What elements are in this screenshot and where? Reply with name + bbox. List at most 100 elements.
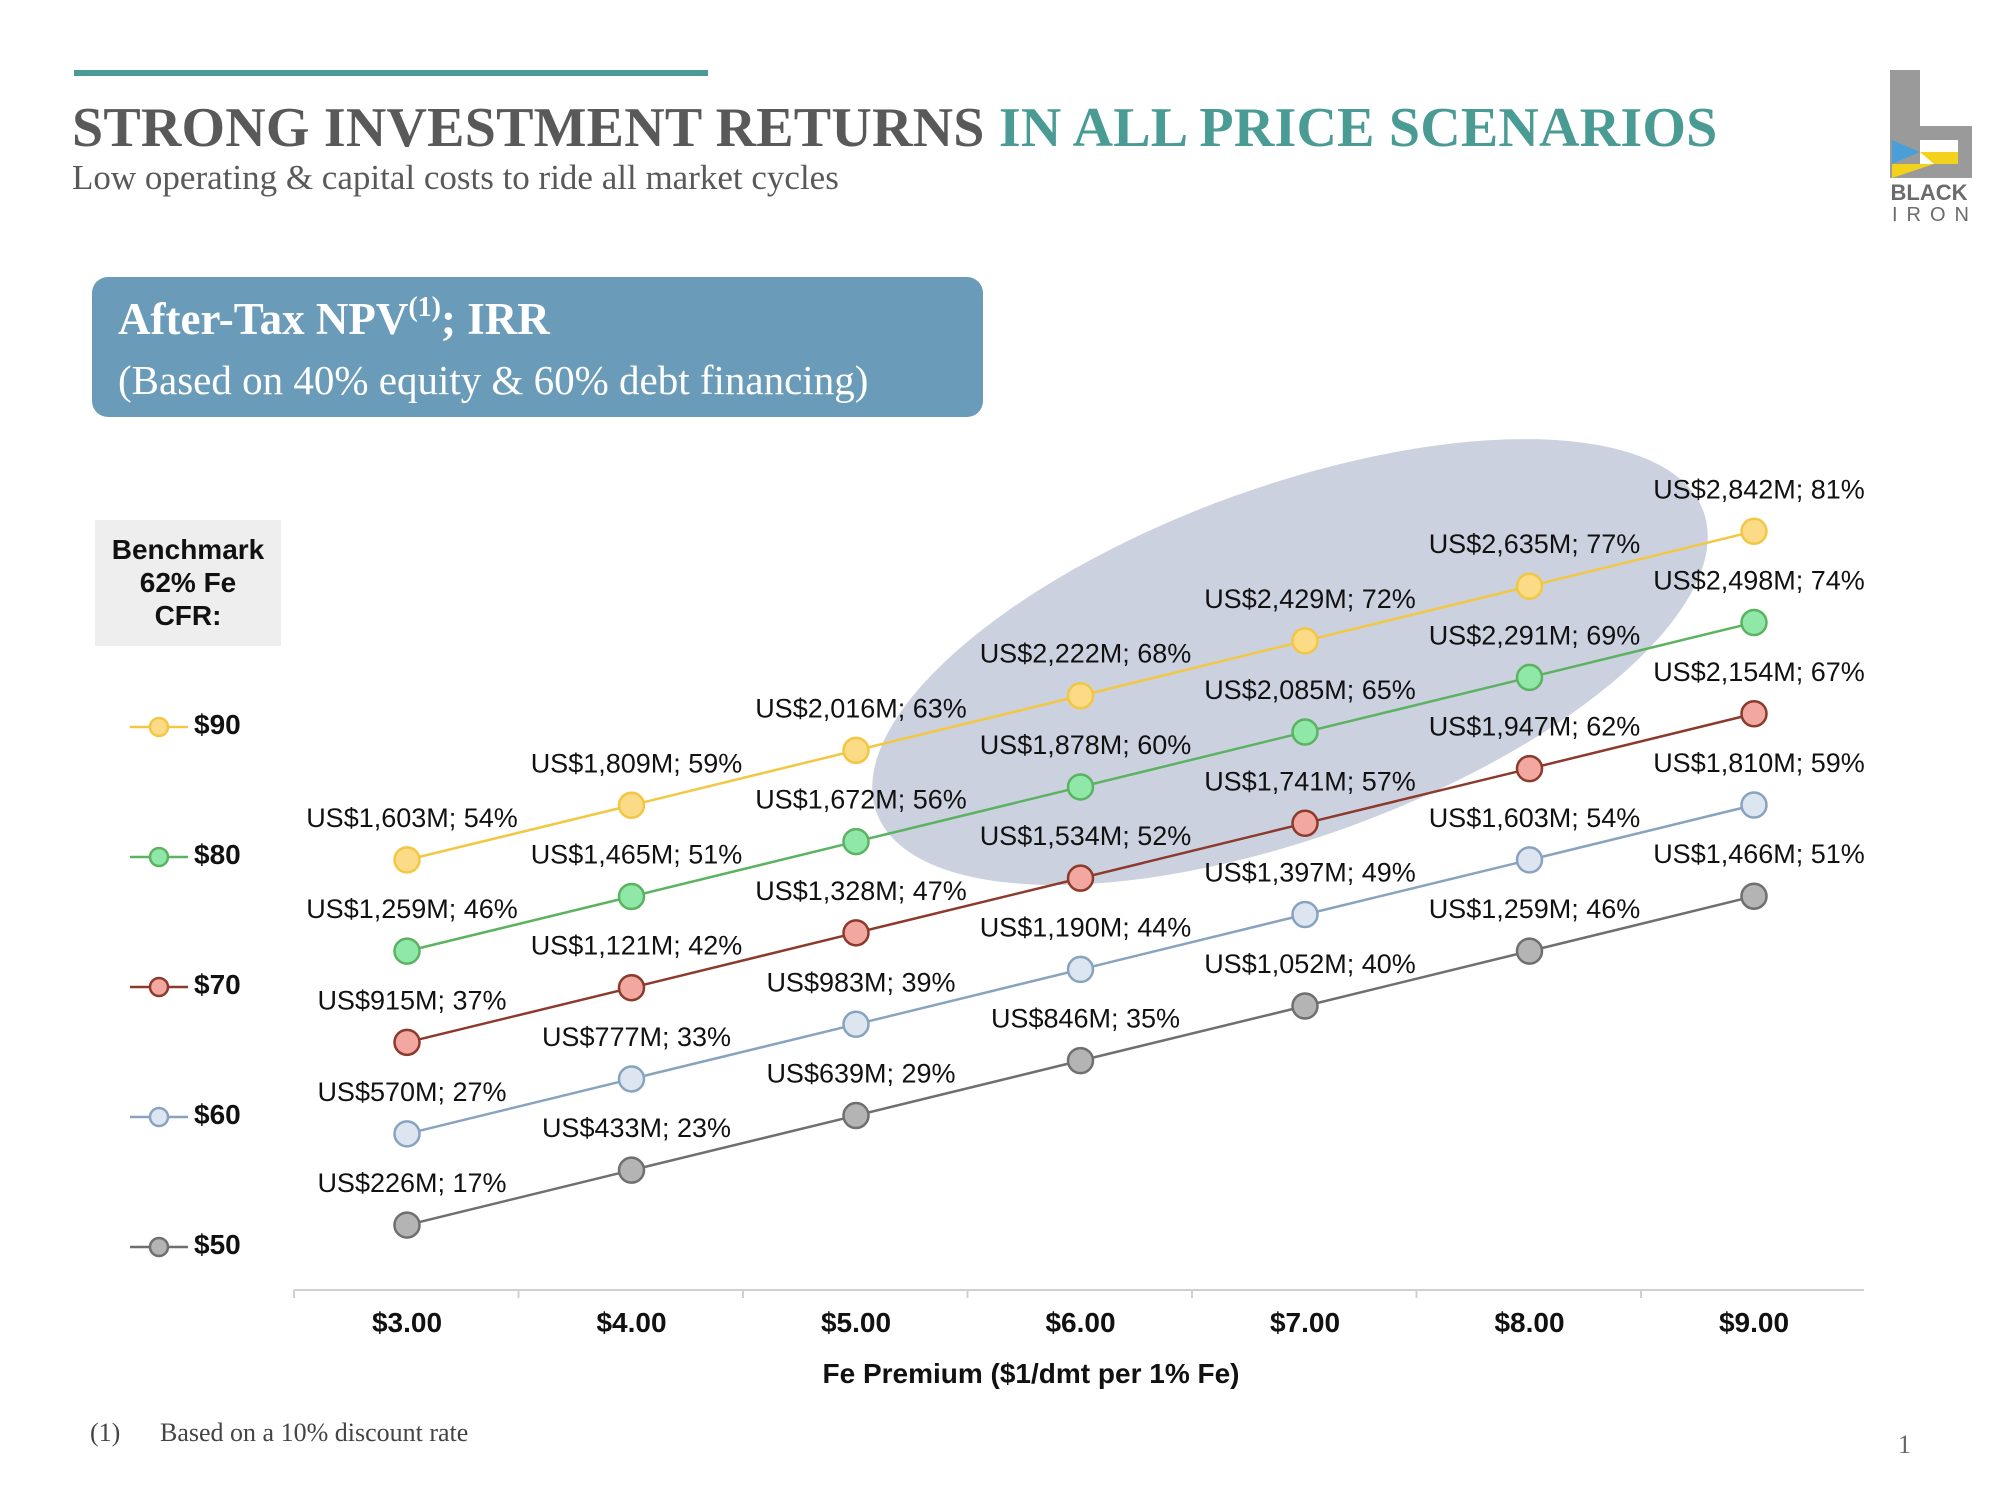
legend-title-line-2: 62% Fe <box>139 567 237 598</box>
data-label: US$1,259M; 46% <box>1429 894 1641 924</box>
data-point <box>617 791 646 820</box>
page-subtitle: Low operating & capital costs to ride al… <box>72 158 839 197</box>
x-tick-label: $6.00 <box>1045 1307 1115 1338</box>
legend-title-line-1: Benchmark <box>111 534 265 565</box>
legend-label-50: $50 <box>194 1229 241 1260</box>
data-point <box>1066 681 1095 710</box>
data-label: US$1,603M; 54% <box>1429 803 1641 833</box>
page-title: STRONG INVESTMENT RETURNS IN ALL PRICE S… <box>72 96 1717 160</box>
data-point <box>393 937 421 965</box>
x-tick-label: $5.00 <box>821 1307 891 1338</box>
data-point <box>1291 900 1319 929</box>
logo-text-black: BLACK <box>1890 180 1968 205</box>
data-point <box>393 1120 421 1148</box>
legend-label-60: $60 <box>194 1099 241 1130</box>
npv-irr-callout: After-Tax NPV(1); IRR (Based on 40% equi… <box>92 277 983 417</box>
data-label: US$1,052M; 40% <box>1204 949 1416 979</box>
data-label: US$1,465M; 51% <box>531 839 743 869</box>
legend-title-line-3: CFR: <box>154 600 222 631</box>
npv-callout-subtitle: (Based on 40% equity & 60% debt financin… <box>118 357 869 403</box>
data-point <box>1066 955 1095 984</box>
legend-label-70: $70 <box>194 969 241 1000</box>
data-point <box>842 919 870 947</box>
data-point <box>1066 864 1095 892</box>
data-point <box>1515 754 1544 783</box>
page-number: 1 <box>1898 1430 1911 1459</box>
data-label: US$570M; 27% <box>317 1077 506 1107</box>
title-part-1: STRONG INVESTMENT RETURNS <box>72 97 985 159</box>
data-label: US$777M; 33% <box>542 1022 731 1052</box>
data-label: US$1,259M; 46% <box>306 894 518 924</box>
npv-callout-title-suffix: ; IRR <box>441 294 550 344</box>
data-label: US$1,809M; 59% <box>531 748 743 778</box>
legend-label-80: $80 <box>194 839 241 870</box>
data-label: US$2,429M; 72% <box>1204 584 1416 614</box>
data-point <box>842 736 870 765</box>
data-label: US$2,085M; 65% <box>1204 675 1416 705</box>
footnote-text: Based on a 10% discount rate <box>160 1418 469 1447</box>
data-label: US$2,291M; 69% <box>1429 620 1641 650</box>
data-label: US$2,498M; 74% <box>1653 566 1865 596</box>
npv-callout-title: After-Tax NPV(1); IRR <box>118 293 550 345</box>
title-part-2: IN ALL PRICE SCENARIOS <box>998 97 1718 159</box>
data-label: US$1,534M; 52% <box>980 821 1192 851</box>
x-tick-label: $7.00 <box>1270 1307 1340 1338</box>
data-label: US$1,328M; 47% <box>755 876 967 906</box>
data-point <box>617 1065 646 1093</box>
data-label: US$2,154M; 67% <box>1653 657 1865 687</box>
data-point <box>1740 517 1768 546</box>
data-point <box>1066 1046 1095 1075</box>
data-label: US$639M; 29% <box>766 1059 955 1089</box>
legend-marker-50 <box>130 1236 188 1258</box>
data-label: US$1,947M; 62% <box>1429 712 1641 742</box>
data-label: US$2,222M; 68% <box>980 639 1192 669</box>
data-point <box>1740 608 1768 637</box>
data-label: US$2,842M; 81% <box>1653 474 1865 504</box>
data-point <box>393 1211 421 1239</box>
data-label: US$2,016M; 63% <box>755 693 967 723</box>
data-point <box>842 827 870 856</box>
legend-label-90: $90 <box>194 709 241 740</box>
npv-callout-title-text: After-Tax NPV <box>118 294 409 344</box>
x-axis-title: Fe Premium ($1/dmt per 1% Fe) <box>822 1358 1239 1389</box>
x-tick-label: $4.00 <box>596 1307 666 1338</box>
logo-text-iron: IRON <box>1892 204 1978 226</box>
data-label: US$983M; 39% <box>766 967 955 997</box>
x-tick-label: $8.00 <box>1494 1307 1564 1338</box>
data-point <box>1291 718 1319 746</box>
data-label: US$846M; 35% <box>991 1004 1180 1034</box>
data-point <box>1740 882 1768 910</box>
data-label: US$1,397M; 49% <box>1204 858 1416 888</box>
data-point <box>617 1156 646 1184</box>
data-point <box>617 973 646 1002</box>
data-label: US$1,810M; 59% <box>1653 748 1865 778</box>
data-point <box>1066 773 1095 801</box>
data-point <box>1515 663 1544 692</box>
title-accent-line <box>74 70 708 76</box>
data-label: US$915M; 37% <box>317 985 506 1015</box>
data-label: US$226M; 17% <box>317 1168 506 1198</box>
data-label: US$433M; 23% <box>542 1113 731 1143</box>
x-tick-label: $9.00 <box>1719 1307 1789 1338</box>
data-label: US$1,741M; 57% <box>1204 766 1416 796</box>
npv-footnote-ref: (1) <box>408 292 442 323</box>
legend-marker-70 <box>130 976 188 998</box>
data-label: US$1,878M; 60% <box>980 730 1192 760</box>
data-label: US$1,121M; 42% <box>531 931 743 961</box>
legend-title: Benchmark 62% Fe CFR: <box>95 520 281 646</box>
data-point <box>842 1101 870 1130</box>
legend-marker-80 <box>130 846 188 868</box>
data-point <box>393 846 421 874</box>
data-point <box>1291 809 1319 838</box>
data-point <box>1291 992 1319 1020</box>
data-point <box>1515 937 1544 965</box>
data-label: US$1,466M; 51% <box>1653 839 1865 869</box>
data-point <box>1291 627 1319 655</box>
data-label: US$1,603M; 54% <box>306 803 518 833</box>
x-tick-label: $3.00 <box>372 1307 442 1338</box>
data-point <box>1740 791 1768 819</box>
data-point <box>1515 846 1544 874</box>
black-iron-logo <box>1890 70 1972 178</box>
data-point <box>617 882 646 911</box>
